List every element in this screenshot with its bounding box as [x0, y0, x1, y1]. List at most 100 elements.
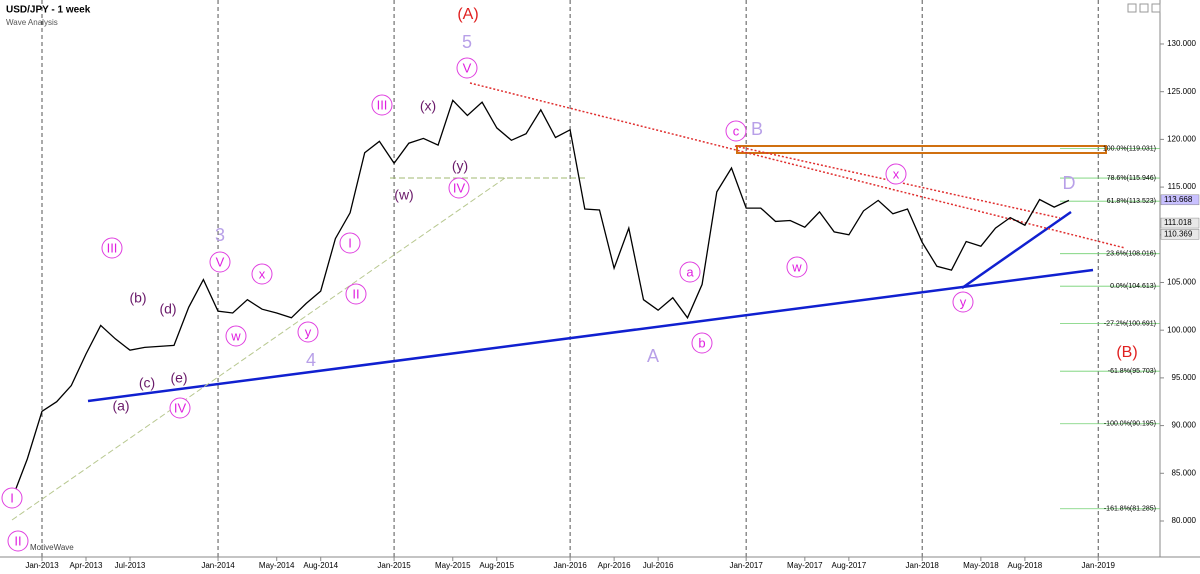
wave-label: (a) — [112, 398, 129, 414]
x-tick-label: Jan-2016 — [553, 561, 587, 570]
price-tag-label: 113.668 — [1164, 195, 1193, 204]
wave-label: (c) — [139, 375, 155, 391]
wave-circle — [297, 321, 319, 343]
x-tick-label: Apr-2013 — [70, 561, 103, 570]
channel-line — [11, 177, 506, 521]
wave-label: III — [377, 97, 388, 112]
price-tag — [1160, 194, 1200, 206]
price-tag — [1160, 217, 1200, 229]
x-tick-label: Aug-2018 — [1008, 561, 1043, 570]
x-tick-label: Aug-2017 — [831, 561, 866, 570]
wave-circle — [448, 177, 470, 199]
price-tag — [1160, 229, 1200, 240]
wave-label: IV — [174, 400, 187, 415]
wave-label: (w) — [394, 187, 413, 203]
price-line — [12, 99, 1070, 498]
y-tick-label: 85.000 — [1172, 468, 1197, 477]
wave-label: II — [14, 533, 21, 548]
fib-label: 23.6%(108.016) — [1106, 251, 1156, 258]
wave-label: III — [107, 240, 118, 255]
wave-circle — [339, 232, 361, 254]
x-tick-label: Jan-2018 — [906, 561, 940, 570]
chart-subtitle: Wave Analysis — [6, 18, 58, 27]
x-tick-label: Jan-2017 — [729, 561, 763, 570]
x-tick-label: Apr-2016 — [598, 561, 631, 570]
wave-label: y — [960, 294, 967, 309]
wave-label: x — [893, 166, 900, 181]
wave-circle — [251, 263, 273, 285]
y-tick-label: 100.000 — [1167, 325, 1196, 334]
x-tick-label: Jan-2013 — [25, 561, 59, 570]
fib-label: 0.0%(104.613) — [1110, 283, 1156, 290]
x-tick-label: Jul-2016 — [643, 561, 674, 570]
wave-circle — [209, 251, 231, 273]
resistance-trendline — [734, 145, 1061, 219]
wave-circle — [885, 163, 907, 185]
fib-label: 61.8%(113.523) — [1107, 198, 1156, 205]
y-tick-label: 90.000 — [1172, 421, 1197, 430]
x-tick-label: Aug-2014 — [303, 561, 338, 570]
support-trendline — [87, 268, 1094, 403]
wave-label: (e) — [170, 370, 187, 386]
chart-title: USD/JPY - 1 week — [6, 5, 91, 16]
wave-circle — [7, 530, 29, 552]
y-tick-label: 95.000 — [1172, 373, 1197, 382]
y-tick-label: 125.000 — [1167, 87, 1196, 96]
price-tag-label: 111.018 — [1164, 218, 1192, 227]
wave-label: D — [1063, 173, 1076, 193]
wave-label: B — [751, 119, 763, 139]
x-tick-label: May-2017 — [787, 561, 823, 570]
x-tick-label: Jan-2019 — [1082, 561, 1116, 570]
wave-label: (B) — [1116, 344, 1137, 361]
wave-label: 3 — [215, 225, 225, 245]
wave-label: x — [259, 266, 266, 281]
wave-circle — [101, 237, 123, 259]
resistance-zone — [736, 145, 1107, 154]
wave-label: (d) — [159, 301, 176, 317]
support-trendline — [961, 210, 1072, 290]
wave-label: a — [686, 264, 694, 279]
wave-circle — [952, 291, 974, 313]
window-controls — [1127, 3, 1161, 13]
x-tick-label: May-2015 — [435, 561, 471, 570]
fib-label: -161.8%(81.285) — [1104, 506, 1156, 513]
wave-label: (y) — [452, 158, 468, 174]
wave-label: IV — [453, 180, 466, 195]
y-tick-label: 105.000 — [1167, 278, 1196, 287]
wave-circle — [225, 325, 247, 347]
wave-circle — [786, 256, 808, 278]
wave-label: 4 — [306, 350, 316, 370]
x-tick-label: Aug-2015 — [479, 561, 514, 570]
control-icon[interactable] — [1127, 3, 1137, 13]
drawing-layer — [11, 82, 1126, 521]
x-tick-label: May-2018 — [963, 561, 999, 570]
y-tick-label: 130.000 — [1167, 39, 1196, 48]
fib-label: -61.8%(95.703) — [1108, 368, 1156, 375]
x-tick-label: May-2014 — [259, 561, 295, 570]
wave-label: y — [305, 324, 312, 339]
grid-layer — [41, 0, 1160, 557]
wave-circle — [679, 261, 701, 283]
fib-label: -100.0%(90.195) — [1104, 421, 1156, 428]
wave-label: w — [230, 328, 241, 343]
wave-circle — [725, 120, 747, 142]
y-tick-label: 115.000 — [1168, 182, 1197, 191]
wave-label: (b) — [129, 290, 146, 306]
wave-circle — [169, 397, 191, 419]
control-icon[interactable] — [1139, 3, 1149, 13]
wave-circle — [1, 487, 23, 509]
wave-label: I — [348, 235, 352, 250]
resistance-trendline — [469, 82, 1126, 249]
x-tick-label: Jul-2013 — [115, 561, 146, 570]
wave-circle — [691, 332, 713, 354]
wave-label: (A) — [457, 6, 478, 23]
control-icon[interactable] — [1151, 3, 1161, 13]
price-tag-label: 110.369 — [1164, 229, 1193, 238]
wave-label: w — [791, 259, 802, 274]
wave-label: (x) — [420, 98, 436, 114]
wave-circle — [456, 57, 478, 79]
wave-label: I — [10, 490, 14, 505]
fib-label: -27.2%(100.691) — [1104, 320, 1156, 327]
